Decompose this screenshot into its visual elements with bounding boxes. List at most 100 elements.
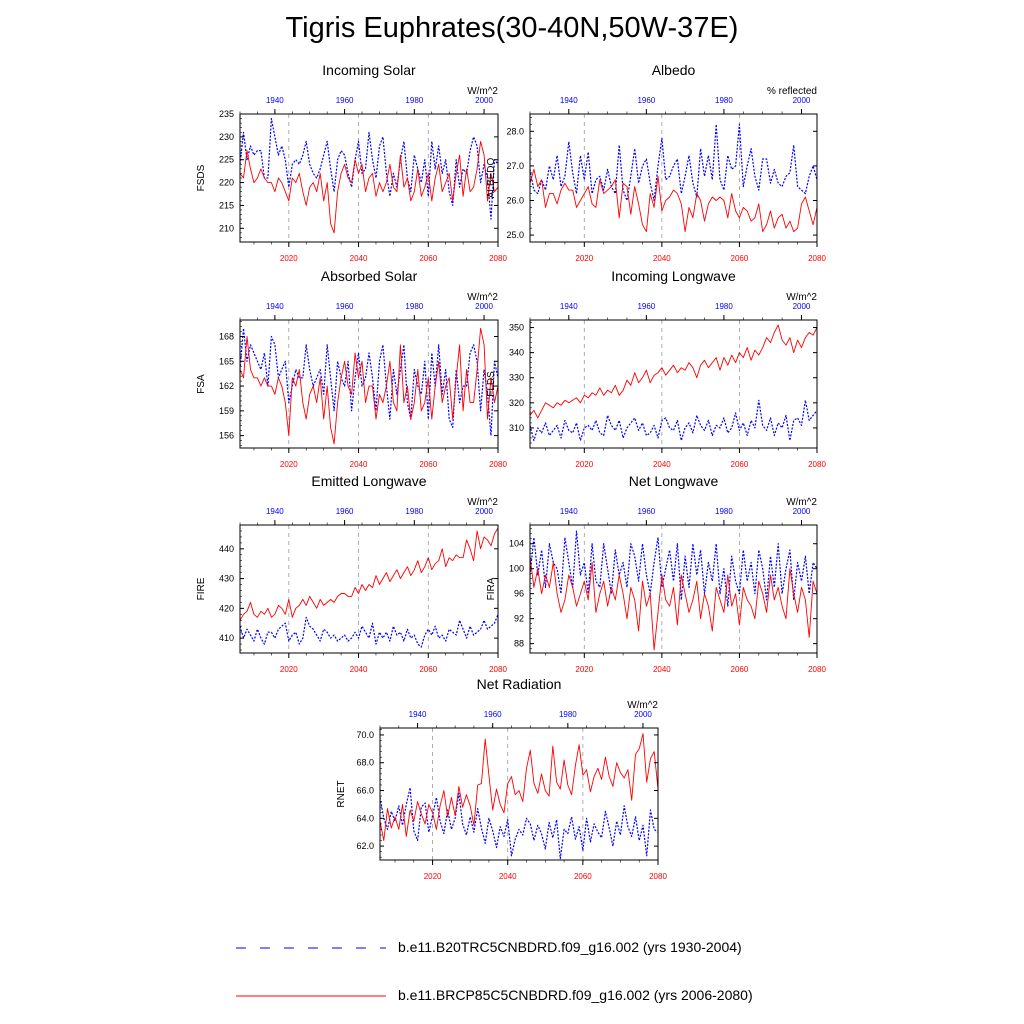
units-label: W/m^2 xyxy=(786,292,817,303)
x-top-tick-label: 1940 xyxy=(560,96,578,105)
x-top-tick-label: 1980 xyxy=(405,507,423,516)
units-label: W/m^2 xyxy=(467,497,498,508)
y-tick-label: 25.0 xyxy=(506,230,524,240)
series-line-future xyxy=(239,140,499,234)
y-tick-label: 310 xyxy=(509,423,524,433)
x-top-tick-label: 2000 xyxy=(793,96,811,105)
x-bottom-tick-label: 2060 xyxy=(731,254,749,263)
y-axis-label: FIRA xyxy=(486,577,497,600)
y-axis-label: FSA xyxy=(196,374,207,394)
plot-frame xyxy=(529,524,818,654)
y-tick-label: 220 xyxy=(219,178,234,188)
x-bottom-tick-label: 2040 xyxy=(350,254,368,263)
x-top-tick-label: 2000 xyxy=(475,302,493,311)
y-tick-label: 100 xyxy=(509,564,524,574)
x-bottom-tick-label: 2040 xyxy=(499,872,517,881)
x-bottom-tick-label: 2080 xyxy=(808,254,826,263)
chart-panel-7: Net Radiation W/m^2 RNET 62.0 64.0 66.0 68.0 70… xyxy=(336,676,667,881)
x-top-tick-label: 1980 xyxy=(405,96,423,105)
x-bottom-tick-label: 2020 xyxy=(280,460,298,469)
units-label: W/m^2 xyxy=(627,700,658,711)
x-top-tick-label: 1940 xyxy=(560,302,578,311)
panel-title: Incoming Solar xyxy=(322,62,416,78)
x-top-tick-label: 1980 xyxy=(559,710,577,719)
y-tick-label: 27.0 xyxy=(506,161,524,171)
x-bottom-tick-label: 2020 xyxy=(575,665,593,674)
units-label: W/m^2 xyxy=(786,497,817,508)
x-top-tick-label: 1980 xyxy=(715,302,733,311)
y-tick-label: 68.0 xyxy=(356,758,374,768)
y-tick-label: 320 xyxy=(509,398,524,408)
x-top-tick-label: 1960 xyxy=(637,96,655,105)
legend-label-historical: b.e11.B20TRC5CNBDRD.f09_g16.002 (yrs 193… xyxy=(398,939,742,955)
plot-frame xyxy=(529,113,818,243)
series-line-historical xyxy=(529,123,818,202)
x-bottom-tick-label: 2080 xyxy=(489,665,507,674)
y-tick-label: 410 xyxy=(219,633,234,643)
series-line-future xyxy=(529,168,818,233)
y-tick-label: 340 xyxy=(509,348,524,358)
plot-frame xyxy=(529,319,818,449)
x-bottom-tick-label: 2060 xyxy=(731,460,749,469)
x-bottom-tick-label: 2040 xyxy=(653,665,671,674)
y-tick-label: 66.0 xyxy=(356,786,374,796)
x-bottom-tick-label: 2040 xyxy=(350,460,368,469)
x-bottom-tick-label: 2040 xyxy=(653,460,671,469)
x-top-tick-label: 1940 xyxy=(266,507,284,516)
y-tick-label: 28.0 xyxy=(506,126,524,136)
y-tick-label: 430 xyxy=(219,574,234,584)
series-line-future xyxy=(239,527,499,621)
plot-frame xyxy=(239,524,499,654)
series-line-historical xyxy=(239,327,499,437)
y-tick-label: 70.0 xyxy=(356,730,374,740)
x-bottom-tick-label: 2080 xyxy=(649,872,667,881)
x-bottom-tick-label: 2020 xyxy=(424,872,442,881)
y-tick-label: 168 xyxy=(219,332,234,342)
x-top-tick-label: 1960 xyxy=(637,507,655,516)
figure-title: Tigris Euphrates(30-40N,50W-37E) xyxy=(285,12,739,44)
y-tick-label: 230 xyxy=(219,132,234,142)
y-tick-label: 440 xyxy=(219,544,234,554)
x-top-tick-label: 1960 xyxy=(336,96,354,105)
y-tick-label: 26.0 xyxy=(506,195,524,205)
series-line-future xyxy=(379,733,659,841)
x-top-tick-label: 1960 xyxy=(484,710,502,719)
x-top-tick-label: 1980 xyxy=(405,302,423,311)
panel-title: Incoming Longwave xyxy=(611,268,736,284)
y-tick-label: 162 xyxy=(219,381,234,391)
x-bottom-tick-label: 2020 xyxy=(575,460,593,469)
series-line-historical xyxy=(239,614,499,648)
y-axis-label: RNET xyxy=(336,780,347,807)
series-line-historical xyxy=(529,399,818,442)
x-bottom-tick-label: 2060 xyxy=(419,254,437,263)
y-tick-label: 92 xyxy=(514,614,524,624)
y-tick-label: 96 xyxy=(514,589,524,599)
y-tick-label: 64.0 xyxy=(356,813,374,823)
series-line-historical xyxy=(379,787,659,860)
x-bottom-tick-label: 2080 xyxy=(489,460,507,469)
chart-panel-2: Albedo % reflected ALBEDO 25.0 26.0 27.0 28.0 2… xyxy=(486,62,826,263)
x-top-tick-label: 1940 xyxy=(266,302,284,311)
units-label: % reflected xyxy=(767,86,817,97)
x-bottom-tick-label: 2040 xyxy=(653,254,671,263)
y-tick-label: 62.0 xyxy=(356,841,374,851)
y-tick-label: 225 xyxy=(219,155,234,165)
series-line-future xyxy=(529,556,818,651)
chart-panel-4: Incoming Longwave W/m^2 FLDS 310 320 330 340 35… xyxy=(486,268,826,469)
chart-panel-1: Incoming Solar W/m^2 FSDS 210 215 220 225 230 23… xyxy=(196,62,507,263)
panel-title: Emitted Longwave xyxy=(311,473,426,489)
panel-title: Absorbed Solar xyxy=(321,268,418,284)
x-bottom-tick-label: 2060 xyxy=(419,665,437,674)
x-bottom-tick-label: 2060 xyxy=(574,872,592,881)
chart-panel-3: Absorbed Solar W/m^2 FSA 156 159 162 165 168 202… xyxy=(196,268,507,469)
x-top-tick-label: 1960 xyxy=(336,302,354,311)
x-top-tick-label: 2000 xyxy=(634,710,652,719)
y-tick-label: 420 xyxy=(219,603,234,613)
y-tick-label: 159 xyxy=(219,406,234,416)
y-tick-label: 156 xyxy=(219,431,234,441)
x-top-tick-label: 1940 xyxy=(266,96,284,105)
y-tick-label: 350 xyxy=(509,323,524,333)
x-top-tick-label: 1940 xyxy=(560,507,578,516)
x-top-tick-label: 2000 xyxy=(793,302,811,311)
